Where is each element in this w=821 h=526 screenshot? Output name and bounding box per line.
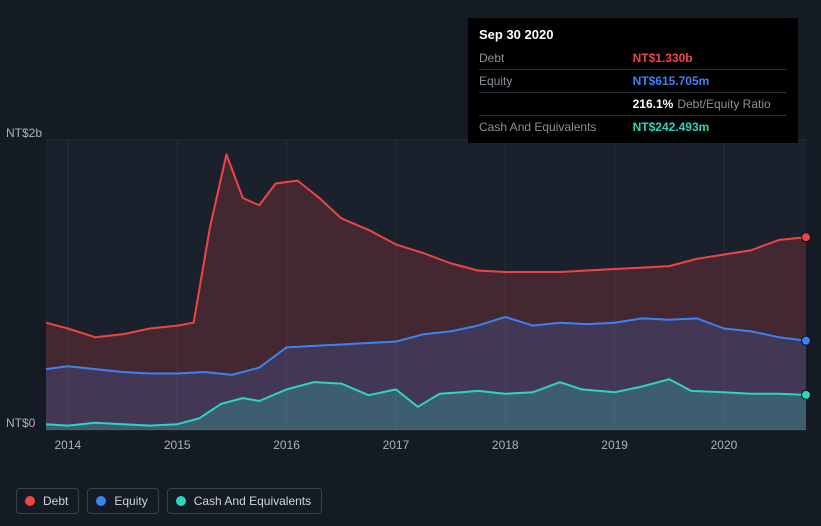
tooltip-value: NT$242.493m (633, 115, 787, 138)
tooltip-key: Debt (479, 47, 633, 70)
legend-label: Cash And Equivalents (194, 494, 311, 508)
legend-item-debt[interactable]: Debt (16, 488, 79, 514)
legend-item-cash-and-equivalents[interactable]: Cash And Equivalents (167, 488, 322, 514)
tooltip-key: Equity (479, 69, 633, 92)
tooltip-date: Sep 30 2020 (479, 25, 787, 45)
tooltip-row: EquityNT$615.705m (479, 69, 787, 92)
x-axis-label: 2020 (711, 438, 738, 452)
x-axis-label: 2016 (273, 438, 300, 452)
tooltip-row: Cash And EquivalentsNT$242.493m (479, 115, 787, 138)
chart-legend: Debt Equity Cash And Equivalents (16, 488, 322, 514)
x-axis-label: 2015 (164, 438, 191, 452)
x-axis-label: 2014 (55, 438, 82, 452)
legend-item-equity[interactable]: Equity (87, 488, 158, 514)
tooltip-row: DebtNT$1.330b (479, 47, 787, 70)
y-axis-label: NT$0 (6, 416, 35, 430)
tooltip-key: Cash And Equivalents (479, 115, 633, 138)
legend-dot-icon (25, 496, 35, 506)
tooltip-table: DebtNT$1.330bEquityNT$615.705m 216.1%Deb… (479, 47, 787, 138)
legend-dot-icon (176, 496, 186, 506)
tooltip-value: NT$615.705m (633, 69, 787, 92)
tooltip-row: 216.1%Debt/Equity Ratio (479, 92, 787, 115)
legend-label: Equity (114, 494, 147, 508)
chart-tooltip: Sep 30 2020 DebtNT$1.330bEquityNT$615.70… (468, 18, 798, 143)
x-axis-label: 2018 (492, 438, 519, 452)
x-axis-label: 2019 (601, 438, 628, 452)
x-axis-label: 2017 (383, 438, 410, 452)
debt-equity-chart: Sep 30 2020 DebtNT$1.330bEquityNT$615.70… (0, 0, 821, 526)
legend-label: Debt (43, 494, 68, 508)
tooltip-value: NT$1.330b (633, 47, 787, 70)
legend-dot-icon (96, 496, 106, 506)
y-axis-label: NT$2b (6, 126, 42, 140)
